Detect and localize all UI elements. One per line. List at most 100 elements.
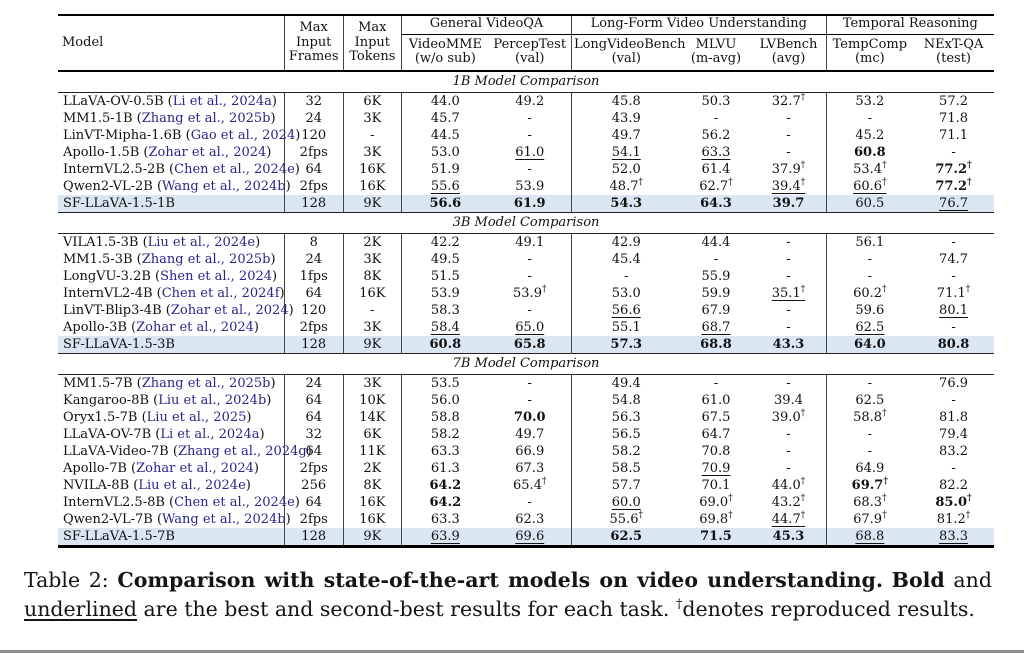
metric-value: 70.1: [701, 477, 731, 493]
metric-value: 43.2†: [771, 493, 806, 510]
cell-videomme: 64.2: [402, 477, 489, 494]
citation-link[interactable]: Liu et al., 2024b: [158, 392, 267, 408]
citation-link[interactable]: Li et al., 2024a: [160, 426, 260, 442]
cell-max-frames: 8: [284, 233, 344, 251]
metric-value: -: [786, 460, 791, 476]
citation-link[interactable]: Chen et al., 2024e: [174, 161, 295, 177]
citation-link[interactable]: Zhang et al., 2025b: [141, 251, 271, 267]
metric-value: 50.3: [701, 93, 731, 109]
metric-value: 79.4: [939, 426, 968, 442]
cell-max-tokens: 3K: [343, 250, 403, 268]
metric-value: 57.3: [610, 336, 643, 352]
cell-max-tokens: 9K: [343, 527, 403, 547]
dagger-mark: †: [967, 177, 972, 188]
citation-link[interactable]: Zhang et al., 2024g: [177, 443, 307, 459]
cell-model: MM1.5-1B (Zhang et al., 2025b): [58, 109, 285, 127]
citation-close-paren: ): [270, 375, 276, 391]
cell-tempcomp: -: [826, 426, 913, 443]
group-header-general-videoqa: General VideoQA: [401, 15, 572, 35]
cell-nextqa: 82.2: [913, 477, 994, 494]
cell-tempcomp: -: [826, 374, 913, 392]
metric-value: 56.1: [855, 234, 885, 250]
metric-value: 42.9: [611, 234, 641, 250]
metric-value: 67.5: [701, 409, 731, 425]
metric-value: 37.9†: [771, 160, 806, 177]
citation-link[interactable]: Zohar et al., 2024: [148, 144, 267, 160]
table-row: MM1.5-3B (Zhang et al., 2025b) 24 3K 49.5-4…: [58, 250, 994, 268]
citation-link[interactable]: Liu et al., 2025: [146, 409, 247, 425]
citation-link[interactable]: Zhang et al., 2025b: [141, 375, 271, 391]
citation-link[interactable]: Liu et al., 2024e: [138, 477, 246, 493]
dagger-mark: †: [882, 177, 887, 188]
cell-max-tokens: 16K: [343, 493, 403, 511]
cell-mlvu: 69.0†: [681, 494, 752, 511]
caption-segment: Table 2:: [24, 567, 118, 592]
citation-link[interactable]: Zhang et al., 2025b: [141, 110, 271, 126]
section-title: 7B Model Comparison: [58, 352, 994, 375]
cell-perceptest: -: [488, 109, 572, 127]
table-row: Apollo-3B (Zohar et al., 2024) 2fps 3K 58.4…: [58, 318, 994, 336]
cell-tempcomp: 68.8: [826, 528, 913, 547]
metric-value: 57.7: [611, 477, 641, 493]
cell-max-tokens: 16K: [343, 177, 403, 195]
metric-value: 70.8: [701, 443, 731, 459]
cell-nextqa: 74.7: [913, 251, 994, 268]
cell-videomme: 44.5: [402, 127, 489, 144]
cell-nextqa: 57.2: [913, 92, 994, 110]
citation-link[interactable]: Shen et al., 2024: [160, 268, 273, 284]
metric-value: -: [867, 443, 873, 459]
citation-link[interactable]: Li et al., 2024a: [172, 93, 272, 109]
cell-model: LLaVA-Video-7B (Zhang et al., 2024g): [58, 442, 312, 460]
model-name: Oryx1.5-7B (: [63, 409, 147, 425]
cell-max-frames: 32: [284, 425, 344, 443]
citation-link[interactable]: Zohar et al., 2024: [136, 460, 254, 476]
cell-max-tokens: 6K: [343, 92, 403, 110]
metric-value: 45.4: [611, 251, 641, 267]
metric-value: -: [527, 127, 532, 143]
metric-value: 56.0: [430, 392, 460, 408]
citation-link[interactable]: Zohar et al., 2024: [170, 302, 289, 318]
metric-value: -: [951, 392, 956, 408]
dagger-mark: †: [541, 284, 547, 295]
cell-perceptest: 66.9: [488, 442, 572, 460]
cell-perceptest: 61.0: [488, 143, 572, 161]
metric-value: 53.4†: [853, 160, 887, 177]
table-row: Qwen2-VL-7B (Wang et al., 2024b) 2fps 16K 6…: [58, 510, 994, 528]
metric-value: 45.7: [430, 110, 460, 126]
citation-link[interactable]: Gao et al., 2024: [190, 127, 296, 143]
metric-value: -: [786, 110, 791, 126]
metric-value: 39.7: [772, 195, 805, 211]
cell-model: Apollo-1.5B (Zohar et al., 2024): [58, 143, 285, 161]
cell-tempcomp: 60.2†: [826, 285, 913, 302]
citation-link[interactable]: Liu et al., 2024e: [147, 234, 256, 250]
metric-value: 62.5: [855, 319, 885, 335]
cell-videomme: 58.3: [402, 302, 489, 319]
column-name: TempComp: [832, 36, 908, 52]
cell-perceptest: 49.1: [488, 233, 572, 251]
cell-tempcomp: -: [826, 251, 913, 268]
cell-videomme: 49.5: [402, 251, 489, 268]
citation-link[interactable]: Zohar et al., 2024: [136, 319, 254, 335]
metric-value: 45.2: [855, 127, 885, 143]
column-header-nextqa: NExT-QA (test): [913, 34, 994, 72]
cell-videomme: 53.5: [402, 374, 489, 392]
cell-model: Kangaroo-8B (Liu et al., 2024b): [58, 391, 285, 409]
section-title: 3B Model Comparison: [58, 211, 994, 234]
citation-close-paren: ): [259, 426, 265, 442]
model-name: Apollo-1.5B (: [63, 144, 149, 160]
cell-lvbench: -: [751, 442, 827, 460]
cell-perceptest: -: [488, 160, 572, 178]
metric-value: -: [867, 251, 873, 267]
cell-mlvu: 67.9: [681, 302, 752, 319]
cell-lvbench: 43.2†: [751, 493, 827, 511]
cell-nextqa: 83.2: [913, 443, 994, 460]
citation-link[interactable]: Chen et al., 2024e: [174, 494, 295, 510]
cell-perceptest: 49.7: [488, 425, 572, 443]
model-name: LongVU-3.2B (: [63, 268, 161, 284]
citation-link[interactable]: Wang et al., 2024b: [162, 178, 286, 194]
metric-value: 56.6: [429, 195, 462, 211]
citation-link[interactable]: Wang et al., 2024b: [162, 511, 286, 527]
model-name: MM1.5-7B (: [63, 375, 142, 391]
citation-link[interactable]: Chen et al., 2024f: [161, 285, 280, 301]
metric-value: 65.4†: [513, 476, 547, 493]
